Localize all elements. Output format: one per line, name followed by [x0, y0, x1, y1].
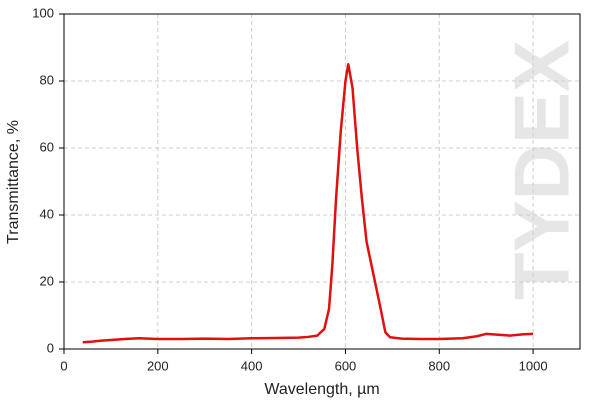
y-tick-label: 100 [32, 5, 54, 20]
y-tick-label: 80 [40, 72, 54, 87]
y-tick-label: 20 [40, 273, 54, 288]
x-tick-label: 1000 [519, 358, 548, 373]
data-line [82, 63, 534, 344]
y-tick-label: 0 [47, 340, 54, 355]
x-axis-title: Wavelength, µm [264, 381, 379, 398]
x-tick-label: 200 [147, 358, 169, 373]
plot-frame [63, 13, 581, 350]
y-tick-label: 40 [40, 206, 54, 221]
y-axis-title: Transmittance, % [5, 120, 22, 244]
y-tick-label: 60 [40, 139, 54, 154]
x-tick-label: 400 [241, 358, 263, 373]
x-tick-label: 0 [60, 358, 67, 373]
watermark: TYDEX [498, 40, 586, 300]
x-tick-label: 600 [335, 358, 357, 373]
x-tick-label: 800 [428, 358, 450, 373]
